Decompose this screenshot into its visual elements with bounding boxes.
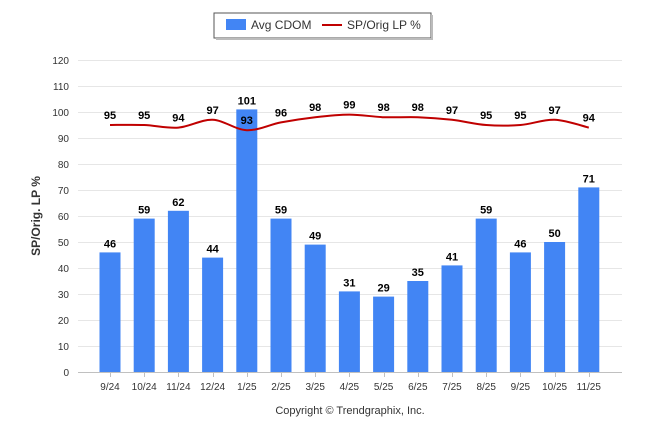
x-tick-label: 9/24 [100, 382, 120, 393]
x-axis-ticks: 9/24 10/24 11/24 12/24 1/25 2/25 3/25 4/25 5/25 6… [100, 372, 601, 393]
bar-value-label: 101 [238, 95, 256, 107]
line-value-label: 95 [480, 110, 492, 122]
bar [202, 257, 224, 372]
line-value-label: 98 [412, 102, 424, 114]
line-value-label: 97 [548, 105, 560, 117]
bar [373, 296, 395, 372]
bar [99, 252, 121, 372]
bar-value-label: 41 [446, 251, 458, 263]
bar [167, 210, 189, 372]
x-tick-label: 10/25 [542, 382, 567, 393]
bar [270, 218, 292, 372]
bar [304, 244, 326, 372]
x-tick-label: 2/25 [271, 382, 291, 393]
bar-value-label: 59 [480, 205, 492, 217]
y-tick-label: 70 [58, 186, 70, 197]
line-path [109, 113, 590, 132]
line-value-label: 94 [172, 113, 185, 125]
y-tick-label: 60 [58, 212, 70, 223]
line-value-label: 95 [138, 110, 150, 122]
data-labels: 46 59 62 44 101 59 49 31 29 35 41 59 46 50 71 95 95 94 97 9… [104, 95, 596, 294]
line-value-label: 97 [446, 105, 458, 117]
line-value-label: 97 [206, 105, 218, 117]
bar [407, 281, 429, 372]
bar-value-label: 50 [548, 228, 560, 240]
line-series [109, 113, 590, 132]
y-tick-label: 20 [58, 316, 70, 327]
line-value-label: 98 [377, 102, 389, 114]
x-tick-label: 12/24 [200, 382, 225, 393]
bar [441, 265, 463, 372]
x-tick-label: 7/25 [442, 382, 462, 393]
legend: Avg CDOM SP/Orig LP % [213, 12, 433, 40]
y-tick-label: 10 [58, 342, 70, 353]
bar-value-label: 49 [309, 231, 321, 243]
line-value-label: 95 [514, 110, 526, 122]
bar-value-label: 59 [138, 205, 150, 217]
x-tick-label: 11/25 [577, 382, 602, 393]
line-value-label: 96 [275, 107, 287, 119]
line-value-label: 94 [583, 113, 596, 125]
x-tick-label: 9/25 [511, 382, 531, 393]
line-value-label: 98 [309, 102, 321, 114]
legend-bar-swatch [226, 19, 246, 30]
bar [578, 187, 600, 372]
bar-value-label: 59 [275, 205, 287, 217]
line-value-label: 99 [343, 100, 355, 112]
bar-value-label: 46 [514, 238, 526, 250]
x-tick-label: 1/25 [237, 382, 257, 393]
x-tick-label: 6/25 [408, 382, 428, 393]
y-tick-label: 0 [63, 368, 69, 379]
bar-value-label: 46 [104, 238, 116, 250]
bar-value-label: 31 [343, 277, 355, 289]
bar [475, 218, 497, 372]
bar [509, 252, 531, 372]
x-tick-label: 5/25 [374, 382, 394, 393]
copyright-footer: Copyright © Trendgraphix, Inc. [275, 405, 424, 417]
x-tick-label: 3/25 [305, 382, 325, 393]
legend-line-label: SP/Orig LP % [347, 18, 421, 32]
y-tick-label: 110 [53, 82, 69, 93]
bar-value-label: 44 [206, 244, 219, 256]
x-tick-label: 4/25 [340, 382, 360, 393]
bar-value-label: 71 [583, 173, 595, 185]
bar-value-label: 35 [412, 267, 424, 279]
y-axis-title: SP/Orig. LP % [29, 176, 43, 256]
line-value-label: 95 [104, 110, 116, 122]
bar [544, 242, 566, 372]
y-tick-label: 50 [58, 238, 70, 249]
bar-value-label: 62 [172, 197, 184, 209]
bar [338, 291, 360, 372]
bar [133, 218, 155, 372]
y-tick-label: 90 [58, 134, 70, 145]
y-axis-ticks: 0 10 20 30 40 50 60 70 80 90 100 110 120 [52, 56, 69, 379]
x-tick-label: 8/25 [476, 382, 496, 393]
y-tick-label: 40 [58, 264, 70, 275]
x-tick-label: 11/24 [166, 382, 191, 393]
legend-shadow-bottom [216, 38, 433, 40]
bar-series [99, 109, 600, 373]
bar-value-label: 29 [377, 283, 389, 295]
legend-bar-label: Avg CDOM [251, 18, 311, 32]
y-tick-label: 30 [58, 290, 70, 301]
x-tick-label: 10/24 [132, 382, 157, 393]
y-tick-label: 100 [52, 108, 69, 119]
bar [236, 109, 258, 373]
legend-shadow-right [431, 15, 433, 40]
line-value-label: 93 [241, 115, 253, 127]
y-tick-label: 80 [58, 160, 70, 171]
y-tick-label: 120 [52, 56, 69, 67]
